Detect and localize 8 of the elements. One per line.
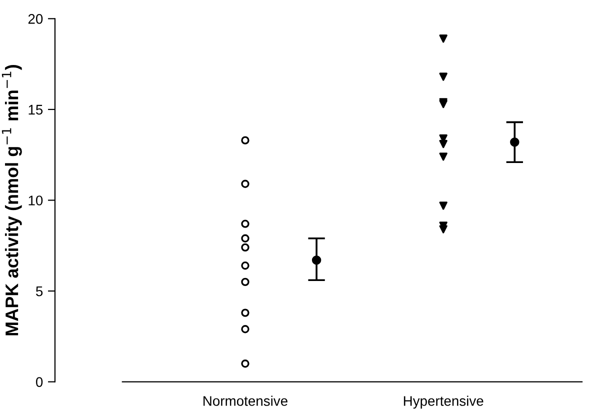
y-tick-label: 15	[28, 104, 43, 115]
y-tick-label: 20	[28, 14, 43, 24]
y-tick-label: 0	[36, 377, 43, 387]
y-tick-label: 10	[28, 196, 43, 206]
y-tick-label: 5	[36, 286, 43, 296]
x-tick-label: Hypertensive	[404, 396, 484, 409]
y-axis-title: MAPK activity (nmol g$^{−1}$ min$^{−1}$)	[2, 65, 22, 336]
x-tick-label: Normotensive	[204, 396, 288, 406]
